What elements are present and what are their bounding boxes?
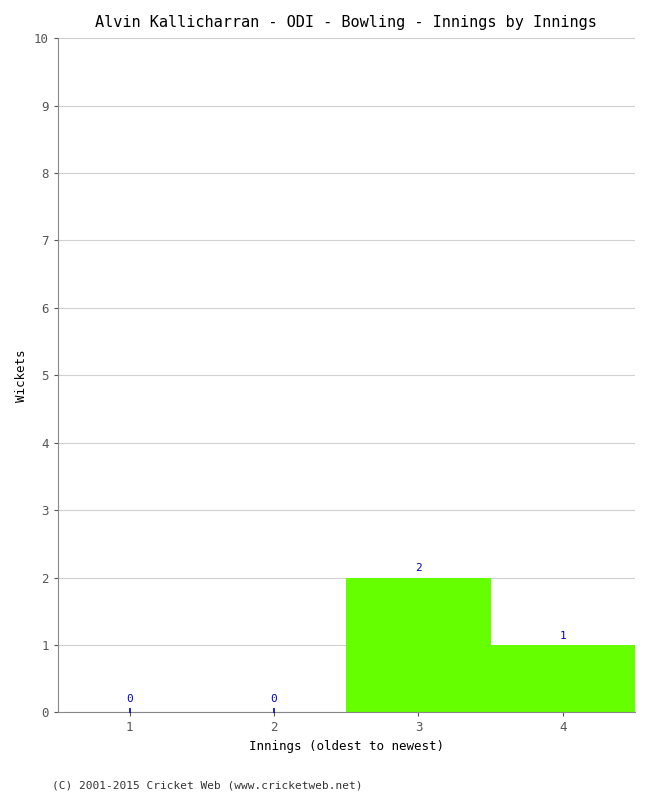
Bar <box>346 578 491 713</box>
Bar <box>491 645 635 713</box>
Y-axis label: Wickets: Wickets <box>15 349 28 402</box>
Text: 1: 1 <box>560 631 566 641</box>
X-axis label: Innings (oldest to newest): Innings (oldest to newest) <box>249 740 444 753</box>
Text: (C) 2001-2015 Cricket Web (www.cricketweb.net): (C) 2001-2015 Cricket Web (www.cricketwe… <box>52 780 363 790</box>
Title: Alvin Kallicharran - ODI - Bowling - Innings by Innings: Alvin Kallicharran - ODI - Bowling - Inn… <box>96 15 597 30</box>
Text: 0: 0 <box>271 694 278 704</box>
Text: 2: 2 <box>415 563 422 574</box>
Text: 0: 0 <box>126 694 133 704</box>
